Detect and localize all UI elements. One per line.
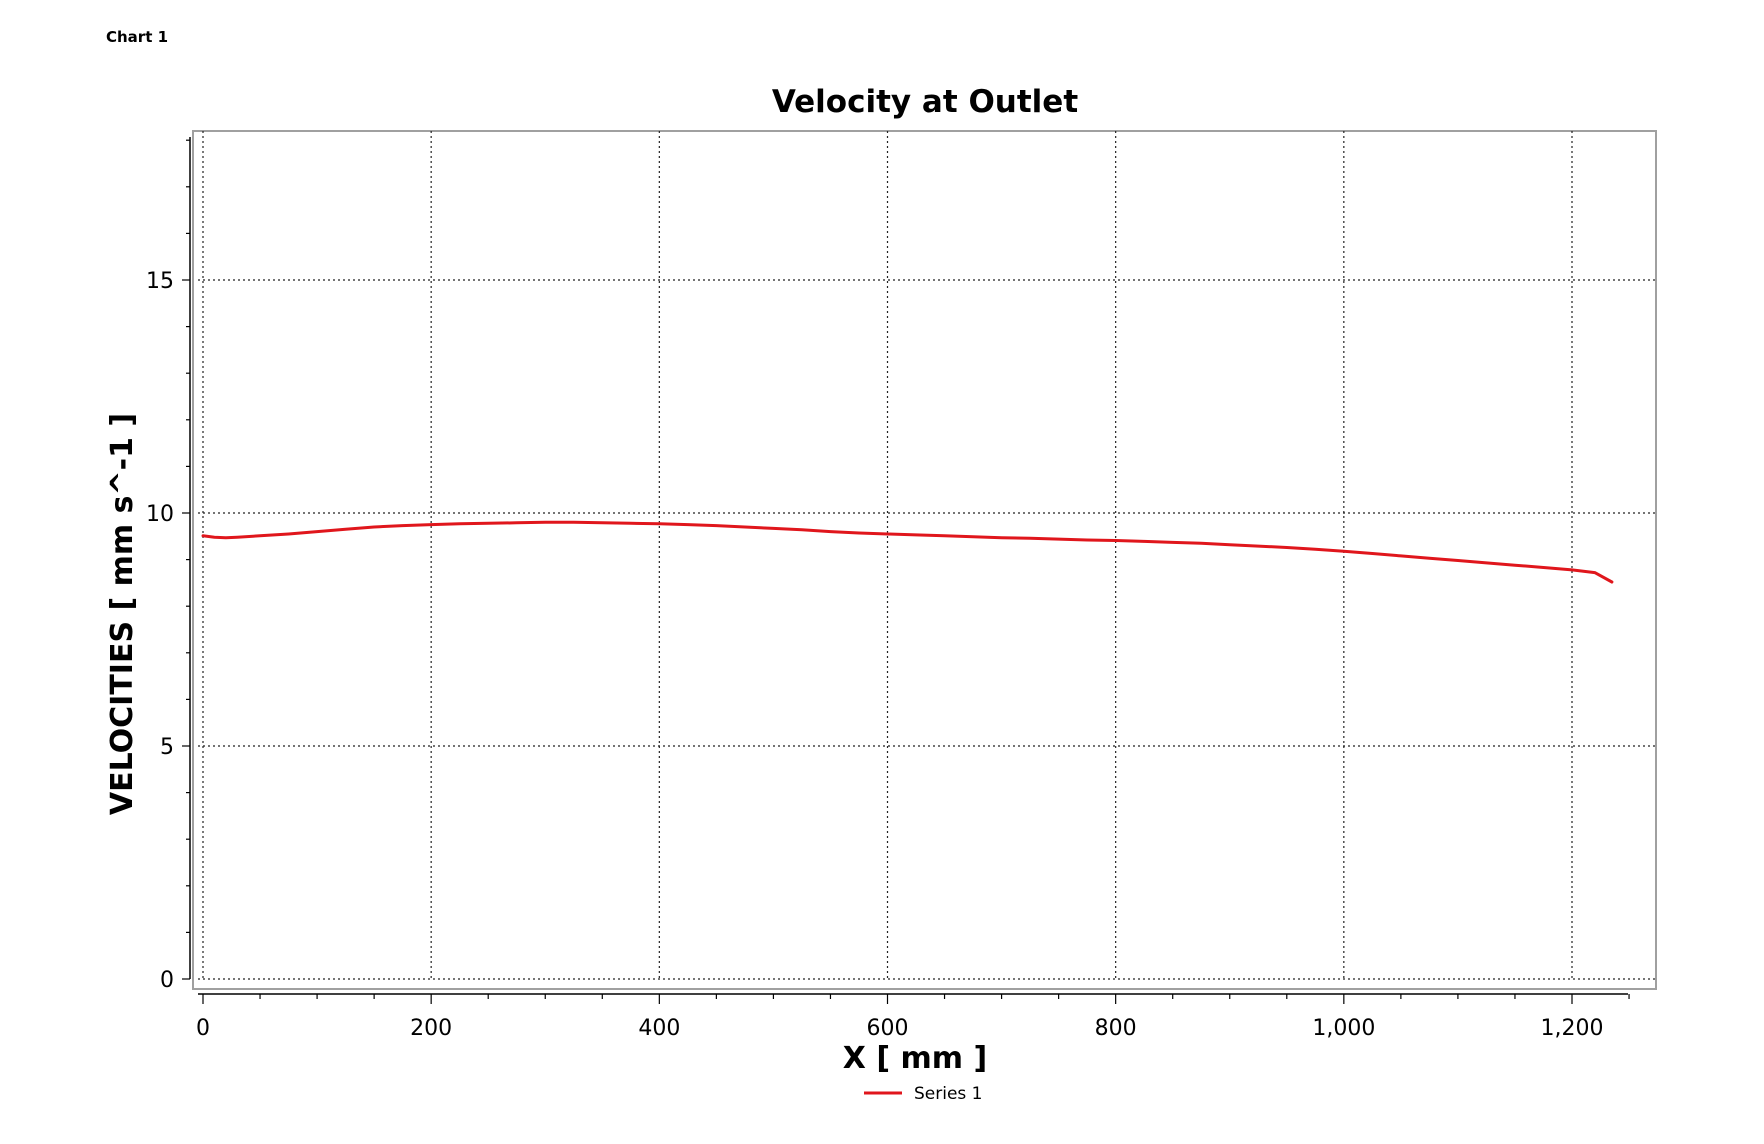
chart-title: Velocity at Outlet bbox=[772, 84, 1078, 120]
y-tick-label: 10 bbox=[146, 502, 174, 527]
legend: Series 1 bbox=[864, 1084, 983, 1104]
x-axis-label: X [ mm ] bbox=[843, 1041, 987, 1076]
x-tick-label: 200 bbox=[410, 1016, 452, 1041]
chart-name-label: Chart 1 bbox=[106, 28, 169, 46]
x-tick-label: 1,200 bbox=[1541, 1016, 1604, 1041]
y-tick-label: 0 bbox=[160, 968, 174, 993]
x-tick-label: 400 bbox=[638, 1016, 680, 1041]
plot-area-frame bbox=[192, 130, 1657, 990]
legend-label-series-1: Series 1 bbox=[914, 1084, 983, 1104]
x-tick-label: 0 bbox=[196, 1016, 210, 1041]
x-tick-label: 600 bbox=[867, 1016, 909, 1041]
grid-lines bbox=[198, 131, 1656, 980]
y-tick-label: 15 bbox=[146, 269, 174, 294]
series-lines bbox=[201, 520, 1614, 584]
series-line-1 bbox=[201, 520, 1614, 584]
y-tick-label: 5 bbox=[160, 735, 174, 760]
tick-labels: 0 200 400 600 800 1,000 1,200 0 5 10 15 bbox=[146, 269, 1603, 1041]
y-axis-label: VELOCITIES [ mm s^-1 ] bbox=[105, 413, 140, 815]
x-tick-label: 1,000 bbox=[1312, 1016, 1375, 1041]
x-tick-label: 800 bbox=[1095, 1016, 1137, 1041]
axes bbox=[182, 137, 1630, 1004]
